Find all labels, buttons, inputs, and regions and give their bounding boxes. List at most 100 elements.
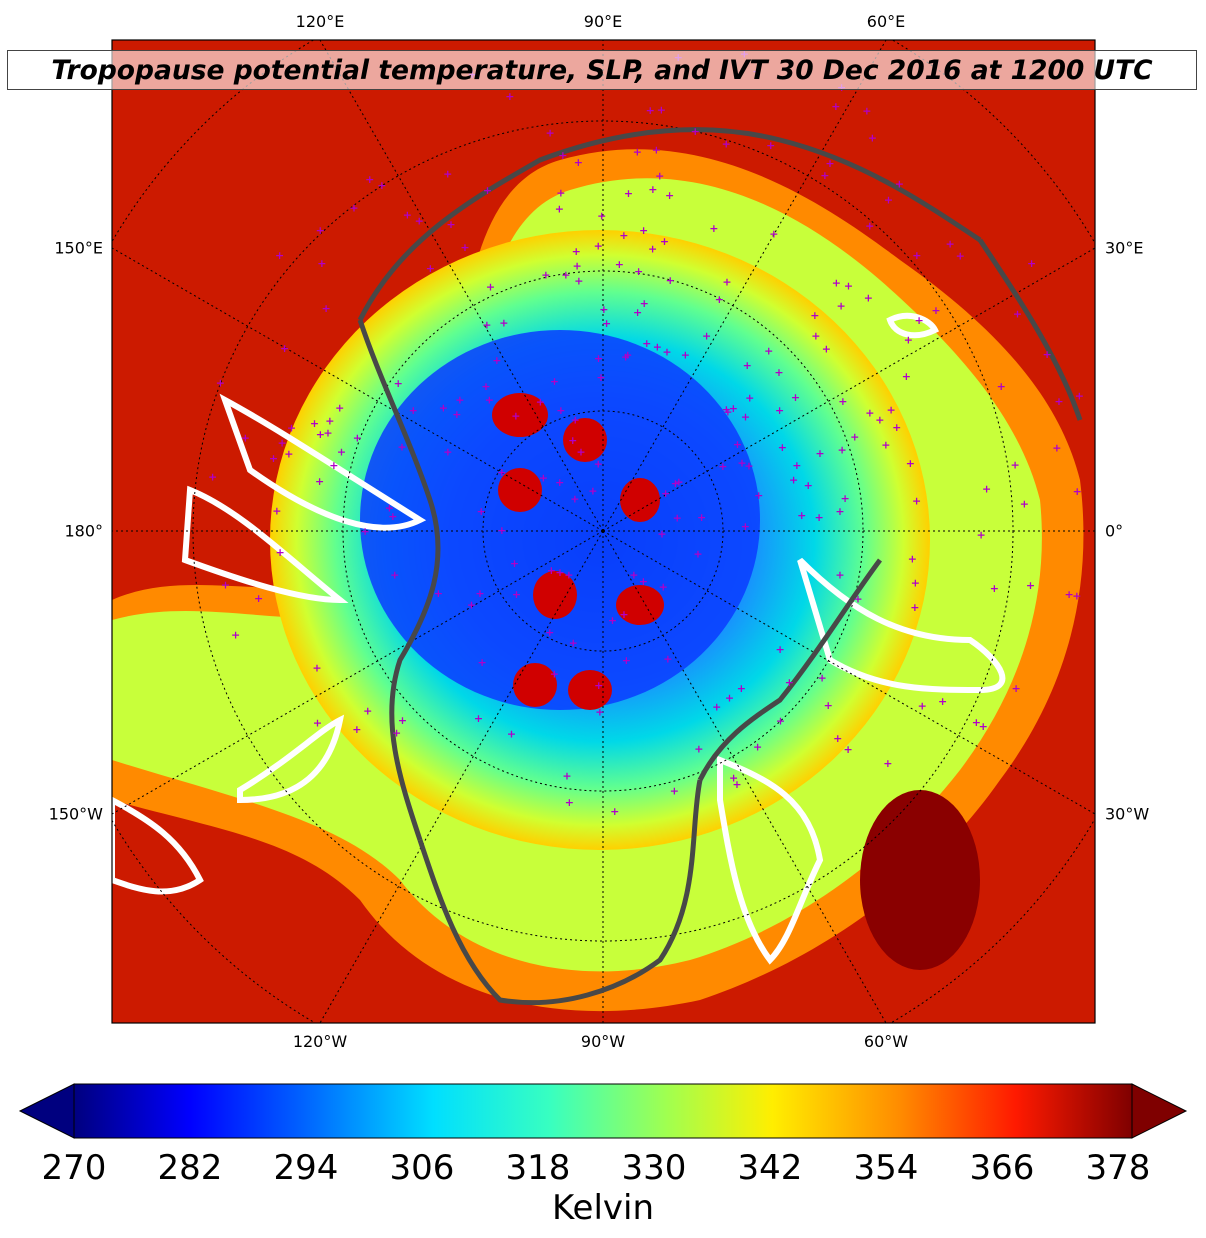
station-marker: + [536, 395, 545, 408]
station-marker: + [642, 337, 651, 350]
lon-label-bottom: 120°W [292, 1032, 348, 1051]
station-marker: + [633, 145, 642, 158]
station-marker: + [997, 380, 1006, 393]
station-marker: + [556, 187, 565, 200]
station-marker: + [691, 125, 700, 138]
station-marker: + [797, 509, 806, 522]
station-marker: + [352, 723, 361, 736]
station-marker: + [1065, 588, 1074, 601]
station-marker: + [694, 743, 703, 756]
station-marker: + [785, 676, 794, 689]
station-marker: + [619, 608, 628, 621]
station-marker: + [884, 194, 893, 207]
station-marker: + [409, 404, 418, 417]
station-marker: + [353, 431, 362, 444]
station-marker: + [596, 371, 605, 384]
station-marker: + [426, 262, 435, 275]
station-marker: + [481, 380, 490, 393]
station-marker: + [822, 342, 831, 355]
station-marker: + [208, 471, 217, 484]
station-marker: + [766, 139, 775, 152]
colorbar-tick-label: 294 [273, 1148, 339, 1188]
station-marker: + [363, 705, 372, 718]
station-marker: + [546, 127, 555, 140]
station-marker: + [474, 712, 483, 725]
colorbar-tick-label: 378 [1085, 1148, 1151, 1188]
lon-label-right: 30°W [1105, 804, 1150, 824]
station-marker: + [754, 489, 763, 502]
station-marker: + [844, 743, 853, 756]
lon-label-top: 120°E [295, 12, 345, 31]
station-marker: + [571, 413, 580, 426]
colorbar-tick-label: 270 [41, 1148, 107, 1188]
station-marker: + [452, 408, 461, 421]
station-marker: + [478, 656, 487, 669]
station-marker: + [623, 348, 632, 361]
station-marker: + [657, 528, 666, 541]
station-marker: + [231, 629, 240, 642]
station-marker: + [911, 577, 920, 590]
station-marker: + [475, 587, 484, 600]
station-marker: + [569, 637, 578, 650]
lon-label-left: 150°E [54, 238, 103, 258]
station-marker: + [648, 183, 657, 196]
station-marker: + [497, 466, 506, 479]
station-marker: + [725, 691, 734, 704]
station-marker: + [693, 548, 702, 561]
station-marker: + [385, 502, 394, 515]
station-marker: + [1054, 395, 1063, 408]
station-marker: + [732, 778, 741, 791]
station-marker: + [769, 228, 778, 241]
station-marker: + [280, 342, 289, 355]
station-marker: + [778, 441, 787, 454]
station-marker: + [316, 224, 325, 237]
station-marker: + [572, 245, 581, 258]
station-marker: + [269, 452, 278, 465]
station-marker: + [1011, 459, 1020, 472]
station-marker: + [918, 700, 927, 713]
station-marker: + [674, 476, 683, 489]
station-marker: + [634, 265, 643, 278]
station-marker: + [310, 417, 319, 430]
station-marker: + [316, 428, 325, 441]
station-marker: + [602, 317, 611, 330]
station-marker: + [729, 402, 738, 415]
station-marker: + [875, 414, 884, 427]
station-marker: + [661, 487, 670, 500]
station-marker: + [1013, 308, 1022, 321]
lon-label-bottom: 90°W [580, 1032, 626, 1051]
station-marker: + [660, 235, 669, 248]
station-marker: + [597, 209, 606, 222]
station-marker: + [697, 511, 706, 524]
colorbar-under-extension [18, 1083, 75, 1139]
station-marker: + [512, 588, 521, 601]
station-marker: + [390, 569, 399, 582]
station-marker: + [392, 727, 401, 740]
lon-label-left: 180° [64, 521, 103, 541]
station-marker: + [415, 215, 424, 228]
station-marker: + [561, 268, 570, 281]
station-marker: + [665, 189, 674, 202]
station-marker: + [835, 569, 844, 582]
lon-label-top: 90°E [583, 12, 623, 31]
station-marker: + [622, 654, 631, 667]
station-marker: + [639, 575, 648, 588]
station-marker: + [833, 732, 842, 745]
station-marker: + [864, 291, 873, 304]
station-marker: + [745, 392, 754, 405]
colorbar-tick-label: 342 [737, 1148, 803, 1188]
station-marker: + [776, 714, 785, 727]
station-marker: + [659, 580, 668, 593]
station-marker: + [671, 477, 680, 490]
station-marker: + [655, 169, 664, 182]
station-marker: + [434, 587, 443, 600]
station-marker: + [931, 304, 940, 317]
station-marker: + [977, 529, 986, 542]
colorbar-label: Kelvin [551, 1188, 655, 1228]
station-marker: + [510, 557, 519, 570]
station-marker: + [946, 238, 955, 251]
station-marker: + [853, 592, 862, 605]
station-marker: + [482, 318, 491, 331]
station-marker: + [547, 564, 556, 577]
station-marker: + [912, 494, 921, 507]
